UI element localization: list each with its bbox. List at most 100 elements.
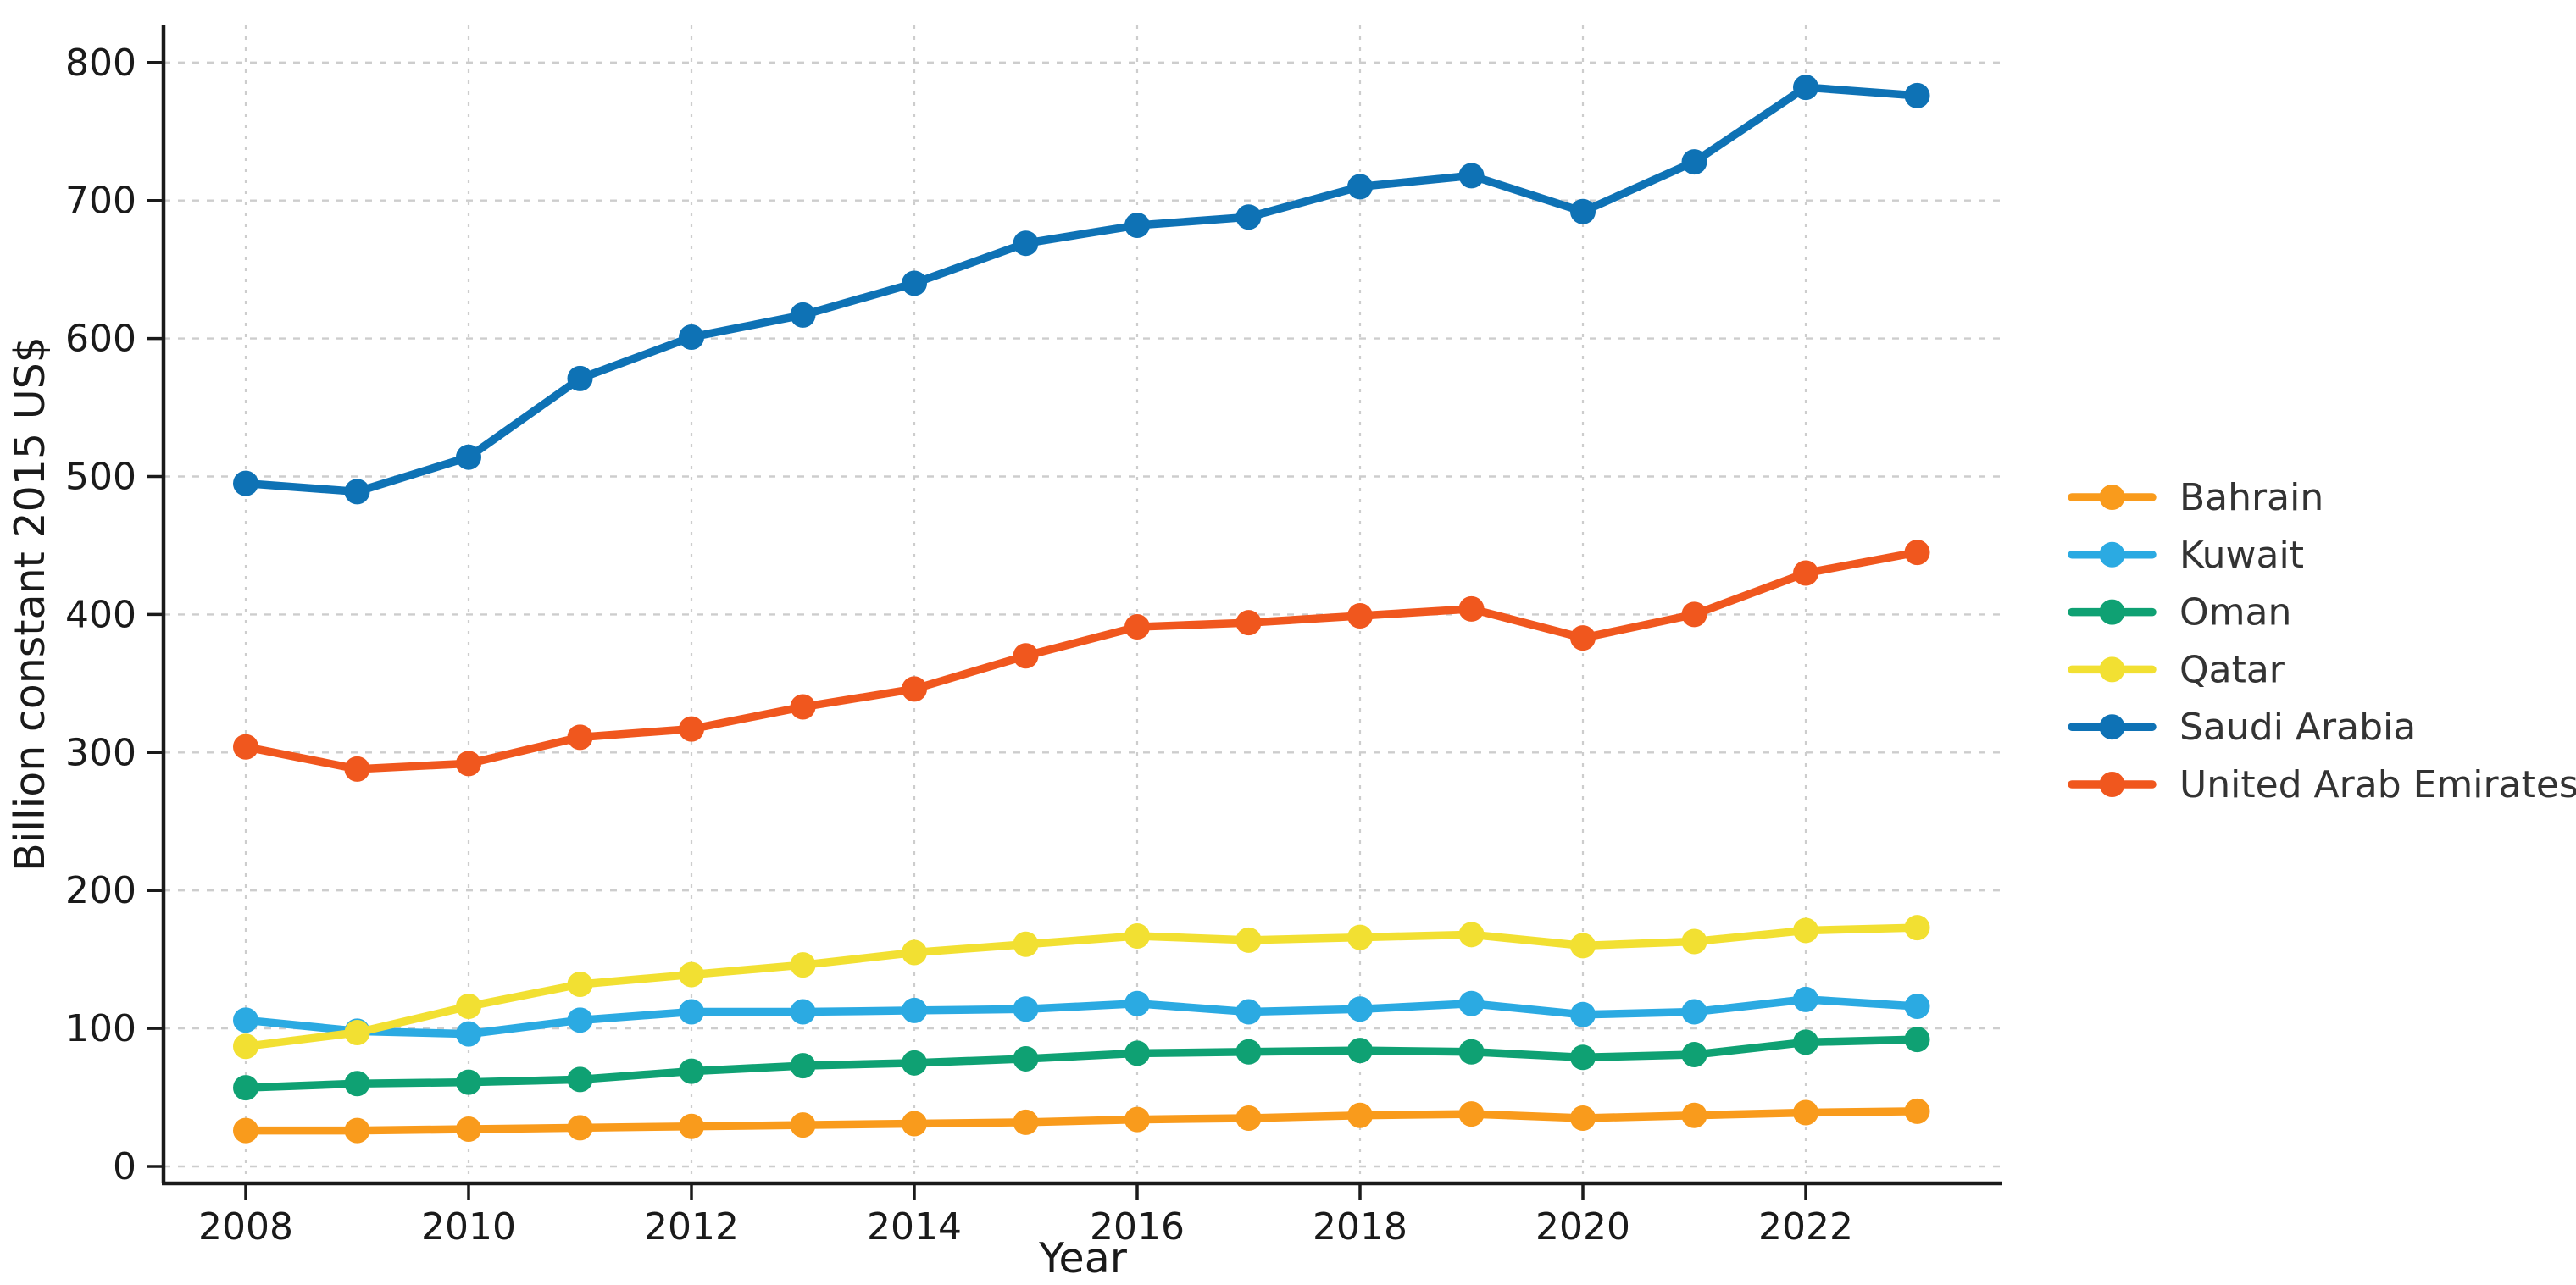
data-point-qatar-2008	[233, 1033, 258, 1060]
data-point-united-arab-emirates-2009	[344, 756, 370, 782]
data-point-oman-2018	[1347, 1038, 1373, 1064]
data-point-kuwait-2014	[902, 997, 927, 1023]
data-point-qatar-2022	[1793, 917, 1818, 944]
data-point-bahrain-2020	[1570, 1105, 1596, 1131]
legend-label: Oman	[2179, 591, 2291, 634]
data-point-saudi-arabia-2019	[1458, 163, 1485, 189]
data-point-qatar-2015	[1013, 931, 1039, 957]
legend-label: Saudi Arabia	[2179, 706, 2416, 749]
series-saudi-arabia	[233, 75, 1930, 505]
data-point-oman-2011	[567, 1066, 593, 1093]
data-point-bahrain-2011	[567, 1115, 593, 1141]
series-line-united-arab-emirates	[242, 548, 1922, 773]
label-layer: Year Billion constant 2015 US$ 0 100 200 30…	[6, 42, 1853, 1282]
data-point-kuwait-2020	[1570, 1001, 1596, 1027]
data-point-qatar-2020	[1570, 933, 1596, 959]
x-tick-label: 2010	[421, 1205, 516, 1249]
series-kuwait	[233, 986, 1930, 1047]
data-point-bahrain-2008	[233, 1117, 258, 1144]
data-point-kuwait-2010	[456, 1021, 481, 1047]
data-point-bahrain-2014	[902, 1111, 927, 1137]
legend-item-saudi-arabia: Saudi Arabia	[2068, 706, 2416, 749]
data-point-saudi-arabia-2009	[344, 479, 370, 505]
series-line-bahrain	[242, 1107, 1922, 1135]
data-point-saudi-arabia-2008	[233, 470, 258, 496]
data-point-kuwait-2013	[790, 999, 816, 1025]
data-point-qatar-2011	[567, 971, 593, 997]
data-point-qatar-2010	[456, 994, 481, 1020]
data-point-saudi-arabia-2011	[567, 365, 593, 391]
x-tick-label: 2016	[1090, 1205, 1185, 1249]
data-point-qatar-2013	[790, 952, 816, 978]
y-tick-label: 0	[113, 1145, 136, 1188]
y-tick-label: 200	[65, 869, 136, 912]
legend-marker	[2099, 541, 2125, 568]
data-point-united-arab-emirates-2021	[1681, 601, 1707, 628]
data-point-kuwait-2015	[1013, 996, 1039, 1022]
data-point-kuwait-2018	[1347, 996, 1373, 1022]
data-point-united-arab-emirates-2012	[679, 716, 704, 742]
data-point-bahrain-2013	[790, 1112, 816, 1138]
data-point-oman-2015	[1013, 1045, 1039, 1072]
data-point-oman-2023	[1904, 1027, 1930, 1053]
data-point-saudi-arabia-2023	[1904, 82, 1930, 108]
legend: Bahrain Kuwait Oman Qatar Saudi Arabia United…	[2068, 476, 2576, 806]
data-point-oman-2022	[1793, 1029, 1818, 1055]
series-bahrain	[233, 1098, 1930, 1144]
data-point-qatar-2016	[1124, 922, 1150, 949]
data-point-united-arab-emirates-2015	[1013, 643, 1039, 669]
y-tick-label: 500	[65, 456, 136, 499]
data-point-oman-2017	[1235, 1039, 1262, 1065]
data-point-united-arab-emirates-2013	[790, 694, 816, 720]
data-point-united-arab-emirates-2014	[902, 676, 927, 702]
legend-label: Bahrain	[2179, 476, 2323, 519]
data-point-qatar-2023	[1904, 915, 1930, 941]
legend-item-oman: Oman	[2068, 591, 2291, 634]
data-point-oman-2012	[679, 1058, 704, 1084]
x-tick-label: 2018	[1313, 1205, 1407, 1249]
data-point-saudi-arabia-2012	[679, 324, 704, 350]
legend-marker	[2099, 485, 2125, 510]
data-point-united-arab-emirates-2023	[1904, 540, 1930, 566]
data-point-saudi-arabia-2020	[1570, 198, 1596, 224]
data-point-qatar-2018	[1347, 924, 1373, 950]
y-tick-label: 300	[65, 731, 136, 774]
legend-marker	[2099, 599, 2125, 625]
data-point-bahrain-2010	[456, 1116, 481, 1143]
data-point-united-arab-emirates-2010	[456, 751, 481, 777]
data-point-bahrain-2012	[679, 1113, 704, 1139]
x-tick-label: 2012	[644, 1205, 739, 1249]
series-line-saudi-arabia	[242, 83, 1922, 496]
data-point-oman-2016	[1124, 1040, 1150, 1066]
legend-label: United Arab Emirates	[2179, 763, 2576, 806]
data-point-oman-2008	[233, 1075, 258, 1101]
data-point-bahrain-2016	[1124, 1106, 1150, 1133]
data-point-kuwait-2017	[1235, 999, 1262, 1025]
legend-marker	[2099, 656, 2125, 683]
data-point-oman-2021	[1681, 1042, 1707, 1068]
data-point-saudi-arabia-2021	[1681, 149, 1707, 175]
data-point-united-arab-emirates-2018	[1347, 603, 1373, 629]
x-tick-label: 2008	[198, 1205, 293, 1249]
series-united-arab-emirates	[233, 540, 1930, 782]
x-tick-label: 2014	[867, 1205, 962, 1249]
data-point-kuwait-2023	[1904, 994, 1930, 1020]
legend-item-united-arab-emirates: United Arab Emirates	[2068, 763, 2576, 806]
data-point-kuwait-2012	[679, 999, 704, 1025]
data-point-bahrain-2021	[1681, 1102, 1707, 1128]
legend-marker	[2099, 772, 2125, 797]
y-tick-label: 400	[65, 593, 136, 636]
y-tick-label: 600	[65, 318, 136, 361]
data-point-bahrain-2017	[1235, 1105, 1262, 1131]
data-point-united-arab-emirates-2017	[1235, 610, 1262, 636]
data-point-united-arab-emirates-2022	[1793, 560, 1818, 586]
data-point-bahrain-2009	[344, 1117, 370, 1144]
series-qatar	[233, 915, 1930, 1060]
data-point-qatar-2021	[1681, 928, 1707, 955]
data-point-saudi-arabia-2018	[1347, 174, 1373, 200]
y-tick-label: 700	[65, 180, 136, 223]
legend-label: Kuwait	[2179, 534, 2304, 577]
x-tick-label: 2020	[1535, 1205, 1630, 1249]
data-point-qatar-2014	[902, 939, 927, 966]
